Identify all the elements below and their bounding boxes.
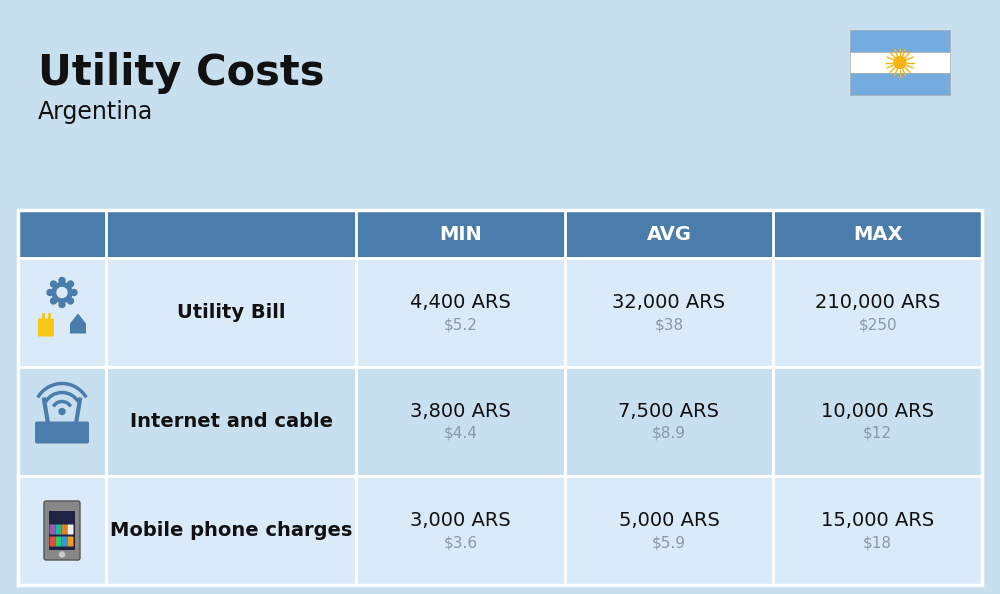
- Text: MAX: MAX: [853, 225, 902, 244]
- Text: Mobile phone charges: Mobile phone charges: [110, 521, 352, 540]
- Circle shape: [67, 281, 73, 287]
- Text: 4,400 ARS: 4,400 ARS: [410, 293, 511, 312]
- Text: 210,000 ARS: 210,000 ARS: [815, 293, 940, 312]
- FancyBboxPatch shape: [62, 525, 68, 535]
- FancyBboxPatch shape: [68, 525, 74, 535]
- Text: Argentina: Argentina: [38, 100, 153, 124]
- FancyBboxPatch shape: [850, 52, 950, 73]
- FancyBboxPatch shape: [44, 501, 80, 560]
- FancyBboxPatch shape: [56, 525, 62, 535]
- Circle shape: [59, 277, 65, 283]
- Text: AVG: AVG: [646, 225, 692, 244]
- Text: $5.9: $5.9: [652, 535, 686, 550]
- Text: 7,500 ARS: 7,500 ARS: [618, 402, 720, 421]
- Text: $3.6: $3.6: [443, 535, 477, 550]
- Circle shape: [894, 56, 906, 68]
- Circle shape: [71, 289, 77, 295]
- Circle shape: [51, 298, 57, 304]
- FancyBboxPatch shape: [18, 367, 982, 476]
- FancyBboxPatch shape: [38, 318, 54, 336]
- Text: $8.9: $8.9: [652, 426, 686, 441]
- Circle shape: [52, 283, 72, 302]
- Text: 10,000 ARS: 10,000 ARS: [821, 402, 934, 421]
- Circle shape: [60, 552, 64, 557]
- Text: 3,000 ARS: 3,000 ARS: [410, 511, 511, 530]
- FancyBboxPatch shape: [50, 525, 56, 535]
- FancyBboxPatch shape: [68, 536, 74, 546]
- Text: Utility Costs: Utility Costs: [38, 52, 324, 94]
- Text: 15,000 ARS: 15,000 ARS: [821, 511, 934, 530]
- FancyBboxPatch shape: [62, 536, 68, 546]
- Circle shape: [67, 298, 73, 304]
- Text: MIN: MIN: [439, 225, 482, 244]
- Text: 3,800 ARS: 3,800 ARS: [410, 402, 511, 421]
- Text: $4.4: $4.4: [443, 426, 477, 441]
- Text: 32,000 ARS: 32,000 ARS: [612, 293, 726, 312]
- FancyBboxPatch shape: [850, 73, 950, 95]
- Circle shape: [57, 287, 67, 298]
- Circle shape: [47, 289, 53, 295]
- Text: Internet and cable: Internet and cable: [130, 412, 332, 431]
- Circle shape: [59, 302, 65, 308]
- Text: $5.2: $5.2: [443, 317, 477, 332]
- Text: $250: $250: [858, 317, 897, 332]
- Text: 5,000 ARS: 5,000 ARS: [619, 511, 719, 530]
- Text: $12: $12: [863, 426, 892, 441]
- FancyBboxPatch shape: [18, 258, 982, 367]
- FancyBboxPatch shape: [18, 210, 982, 258]
- Text: $38: $38: [654, 317, 684, 332]
- FancyBboxPatch shape: [50, 536, 56, 546]
- Text: $18: $18: [863, 535, 892, 550]
- Text: Utility Bill: Utility Bill: [177, 303, 285, 322]
- FancyBboxPatch shape: [35, 422, 89, 444]
- FancyBboxPatch shape: [56, 536, 62, 546]
- Circle shape: [59, 409, 65, 415]
- Circle shape: [51, 281, 57, 287]
- FancyBboxPatch shape: [18, 476, 982, 585]
- FancyBboxPatch shape: [850, 30, 950, 52]
- FancyBboxPatch shape: [49, 511, 75, 550]
- Polygon shape: [70, 314, 86, 333]
